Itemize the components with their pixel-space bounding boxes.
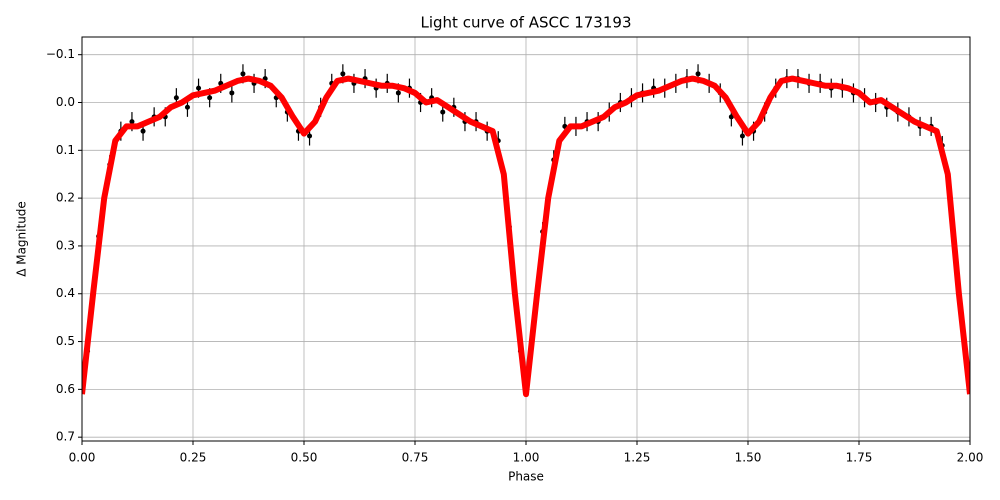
x-tick-label: 1.50 (735, 451, 762, 465)
x-tick-label: 1.25 (624, 451, 651, 465)
data-point (207, 95, 213, 101)
plot-frame (81, 36, 971, 442)
x-tick-label: 1.75 (846, 451, 873, 465)
x-tick-label: 0.75 (402, 451, 429, 465)
data-point (440, 109, 446, 115)
data-point (140, 128, 146, 134)
y-tick-label: 0.6 (56, 382, 75, 396)
y-tick-label: 0.0 (56, 95, 75, 109)
y-tick-label: 0.1 (56, 143, 75, 157)
data-point (229, 90, 235, 96)
data-point (395, 90, 401, 96)
data-point (184, 104, 190, 110)
x-tick-label: 0.50 (291, 451, 318, 465)
data-point (728, 114, 734, 120)
chart-title: Light curve of ASCC 173193 (421, 14, 632, 32)
data-point (340, 71, 346, 77)
y-tick-label: 0.3 (56, 238, 75, 252)
data-point (196, 85, 202, 91)
y-tick-label: 0.2 (56, 191, 75, 205)
y-tick-label: 0.7 (56, 430, 75, 444)
data-point (739, 133, 745, 139)
y-tick-label: 0.5 (56, 334, 75, 348)
x-axis-label: Phase (508, 470, 544, 484)
x-tick-label: 2.00 (957, 451, 984, 465)
y-axis-label: Δ Magnitude (15, 201, 29, 277)
x-tick-label: 0.00 (69, 451, 96, 465)
y-tick-label: −0.1 (46, 47, 75, 61)
data-point (307, 133, 313, 139)
data-point (695, 71, 701, 77)
x-tick-label: 1.00 (513, 451, 540, 465)
data-point (129, 119, 135, 125)
data-point (240, 71, 246, 77)
y-tick-label: 0.4 (56, 286, 75, 300)
x-tick-label: 0.25 (180, 451, 207, 465)
model-line (82, 75, 970, 398)
data-point (173, 95, 179, 101)
